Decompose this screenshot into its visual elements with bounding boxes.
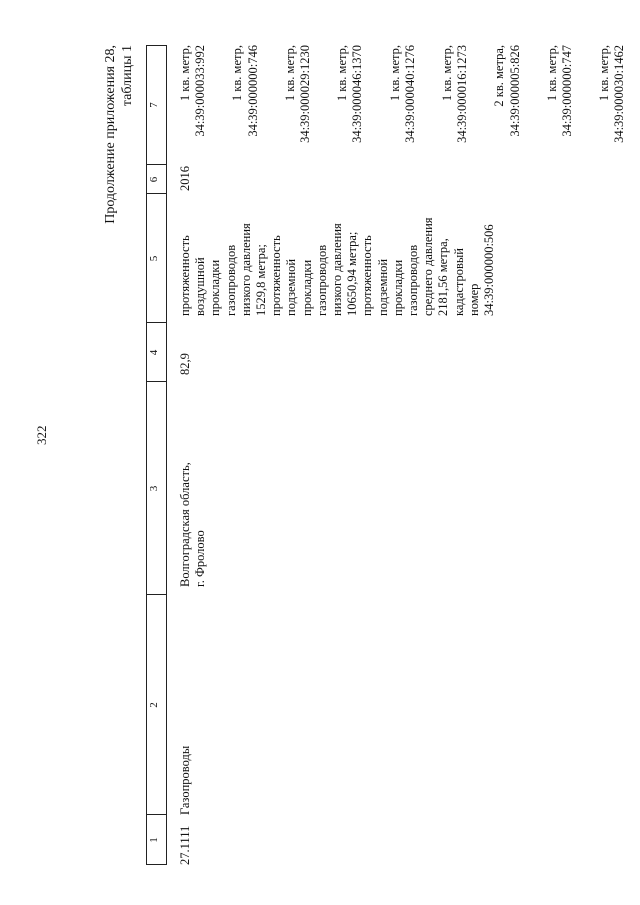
page-number: 322 bbox=[34, 425, 49, 446]
rotated-table-page: Продолжение приложения 28, таблицы 1 1 2… bbox=[102, 45, 626, 865]
description-line: протяженность bbox=[360, 235, 375, 316]
plot-area: 1 кв. метр, bbox=[282, 45, 297, 102]
plot-number: 34:39:000000:747 bbox=[560, 45, 575, 137]
plot-number: 34:39:000033:992 bbox=[193, 45, 208, 137]
plot-number: 34:39:000030:1462 bbox=[612, 45, 627, 143]
continuation-header: Продолжение приложения 28, bbox=[103, 45, 118, 224]
description-line: протяженность bbox=[269, 235, 284, 316]
plot-entry: 1 кв. метр, 34:39:000016:1273 bbox=[440, 45, 470, 163]
plot-number: 34:39:000046:1370 bbox=[350, 45, 365, 143]
description-line: подземной bbox=[284, 258, 299, 316]
plot-number: 34:39:000029:1230 bbox=[298, 45, 313, 143]
plot-area: 1 кв. метр, bbox=[440, 45, 455, 102]
description-line: среднего давления bbox=[421, 217, 436, 316]
row-description: протяженность воздушной прокладки газопрово… bbox=[178, 217, 497, 316]
plot-number: 34:39:000005:826 bbox=[507, 45, 522, 137]
table-header-border bbox=[166, 45, 167, 865]
description-line: 1529,8 метра; bbox=[254, 244, 269, 316]
row-value: 82,9 bbox=[178, 353, 192, 375]
row-plots: 1 кв. метр, 34:39:000033:992 1 кв. метр, 34… bbox=[178, 45, 640, 163]
column-number: 7 bbox=[148, 102, 160, 108]
description-line: номер bbox=[466, 283, 481, 316]
column-number: 2 bbox=[148, 702, 160, 708]
column-number: 1 bbox=[148, 837, 160, 843]
description-line: 34:39:000000:506 bbox=[482, 224, 497, 316]
column-number: 5 bbox=[148, 255, 160, 262]
description-line: прокладки bbox=[208, 259, 223, 316]
plot-entry: 1 кв. метр, 34:39:000030:1462 bbox=[597, 45, 627, 163]
row-year: 2016 bbox=[178, 166, 192, 191]
description-line: подземной bbox=[375, 258, 390, 316]
column-number: 4 bbox=[148, 349, 160, 356]
row-name: Газопроводы bbox=[178, 745, 192, 815]
table-top-border bbox=[146, 45, 147, 865]
plot-entry: 2 кв. метра, 34:39:000005:826 bbox=[492, 45, 522, 163]
description-line: прокладки bbox=[299, 259, 314, 316]
description-line: 2181,56 метра, bbox=[436, 238, 451, 316]
location-line: Волгоградская область, bbox=[178, 462, 192, 587]
description-line: воздушной bbox=[193, 257, 208, 316]
plot-area: 1 кв. метр, bbox=[335, 45, 350, 102]
plot-area: 1 кв. метр, bbox=[597, 45, 612, 102]
description-line: низкого давления bbox=[238, 223, 253, 316]
location-line: г. Фролово bbox=[193, 530, 208, 587]
plot-entry: 1 кв. метр, 34:39:000033:992 bbox=[178, 45, 208, 163]
column-number: 6 bbox=[148, 176, 160, 183]
description-line: протяженность bbox=[178, 235, 192, 316]
plot-entry: 1 кв. метр, 34:39:000029:1230 bbox=[283, 45, 313, 163]
column-number: 3 bbox=[148, 485, 160, 492]
description-line: газопроводов bbox=[314, 244, 329, 316]
plot-entry: 1 кв. метр, 34:39:000046:1370 bbox=[335, 45, 365, 163]
description-line: 10650,94 метра; bbox=[345, 231, 360, 316]
plot-area: 2 кв. метра, bbox=[492, 45, 507, 107]
plot-area: 1 кв. метр, bbox=[387, 45, 402, 102]
description-line: газопроводов bbox=[223, 244, 238, 316]
plot-number: 34:39:000016:1273 bbox=[455, 45, 470, 143]
plot-entry: 1 кв. метр, 34:39:000000:746 bbox=[230, 45, 260, 163]
plot-area: 1 кв. метр, bbox=[230, 45, 245, 102]
plot-area: 1 кв. метр, bbox=[178, 45, 192, 102]
description-line: газопроводов bbox=[406, 244, 421, 316]
row-code: 27.1111 bbox=[178, 825, 192, 865]
row-location: Волгоградская область, г. Фролово bbox=[178, 462, 208, 587]
plot-entry: 1 кв. метр, 34:39:000040:1276 bbox=[388, 45, 418, 163]
plot-number: 34:39:000040:1276 bbox=[402, 45, 417, 143]
plot-number: 34:39:000000:746 bbox=[245, 45, 260, 137]
description-line: прокладки bbox=[390, 259, 405, 316]
description-line: кадастровый bbox=[451, 248, 466, 316]
description-line: низкого давления bbox=[330, 223, 345, 316]
plot-entry: 1 кв. метр, 34:39:000000:747 bbox=[545, 45, 575, 163]
plot-area: 1 кв. метр, bbox=[544, 45, 559, 102]
continuation-header-table: таблицы 1 bbox=[120, 45, 135, 107]
